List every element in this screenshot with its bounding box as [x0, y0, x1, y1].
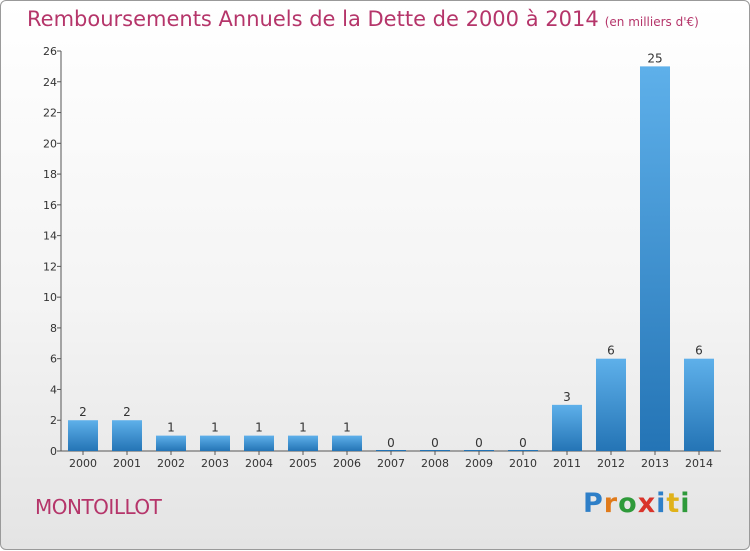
x-tick-label: 2011: [553, 457, 581, 470]
y-tick-label: 26: [43, 45, 57, 58]
bar: [288, 435, 318, 451]
bar: [244, 435, 274, 451]
y-tick-label: 16: [43, 199, 57, 212]
logo-letter: P: [583, 488, 604, 519]
y-tick-label: 24: [43, 76, 57, 89]
chart-title: Remboursements Annuels de la Dette de 20…: [27, 7, 699, 31]
data-label: 1: [255, 421, 263, 435]
chart-labels: 2000 2 2001 2 2002 1 2003 1 2004 1 2005 1 2006 1 2007 0…: [69, 51, 713, 470]
chart-title-text: Remboursements Annuels de la Dette de 20…: [27, 7, 599, 31]
y-tick-label: 14: [43, 230, 57, 243]
y-tick-label: 22: [43, 107, 57, 120]
bar: [200, 435, 230, 451]
x-tick-label: 2012: [597, 457, 625, 470]
logo-letter: o: [618, 488, 638, 519]
data-label: 0: [519, 436, 527, 450]
logo-letter: x: [637, 488, 657, 519]
x-tick-label: 2005: [289, 457, 317, 470]
x-tick-label: 2007: [377, 457, 405, 470]
x-tick-label: 2014: [685, 457, 713, 470]
y-tick-label: 4: [50, 383, 57, 396]
logo-letter: i: [680, 488, 691, 519]
bar: [640, 66, 670, 451]
y-tick-label: 6: [50, 353, 57, 366]
data-label: 1: [299, 421, 307, 435]
data-label: 6: [695, 344, 703, 358]
bar: [332, 435, 362, 451]
y-tick-label: 8: [50, 322, 57, 335]
bar: [420, 450, 450, 451]
data-label: 1: [167, 421, 175, 435]
x-tick-label: 2009: [465, 457, 493, 470]
data-label: 6: [607, 344, 615, 358]
logo-letter: i: [656, 488, 667, 519]
bar: [112, 420, 142, 451]
x-tick-label: 2000: [69, 457, 97, 470]
x-tick-label: 2003: [201, 457, 229, 470]
bar: [684, 358, 714, 451]
logo-letter: t: [666, 488, 681, 519]
y-tick-label: 20: [43, 137, 57, 150]
bar: [464, 450, 494, 451]
proxiti-logo[interactable]: Proxiti: [583, 488, 691, 519]
bar: [156, 435, 186, 451]
x-tick-label: 2006: [333, 457, 361, 470]
x-tick-label: 2002: [157, 457, 185, 470]
bar: [68, 420, 98, 451]
bar: [596, 358, 626, 451]
chart-subtitle: (en milliers d'€): [604, 15, 699, 29]
bar: [376, 450, 406, 451]
y-tick-label: 18: [43, 168, 57, 181]
commune-name: MONTOILLOT: [35, 495, 162, 519]
data-label: 0: [431, 436, 439, 450]
y-tick-label: 12: [43, 260, 57, 273]
bar: [508, 450, 538, 451]
logo-letter: r: [603, 488, 619, 519]
chart-bars: [68, 66, 714, 451]
y-tick-label: 2: [50, 414, 57, 427]
x-tick-label: 2010: [509, 457, 537, 470]
x-tick-label: 2001: [113, 457, 141, 470]
bar: [552, 404, 582, 451]
data-label: 2: [79, 405, 87, 419]
x-tick-label: 2008: [421, 457, 449, 470]
data-label: 0: [475, 436, 483, 450]
data-label: 1: [211, 421, 219, 435]
data-label: 25: [647, 51, 662, 65]
x-tick-label: 2004: [245, 457, 273, 470]
data-label: 3: [563, 390, 571, 404]
y-tick-label: 10: [43, 291, 57, 304]
data-label: 0: [387, 436, 395, 450]
y-tick-label: 0: [50, 445, 57, 458]
data-label: 2: [123, 405, 131, 419]
x-tick-label: 2013: [641, 457, 669, 470]
data-label: 1: [343, 421, 351, 435]
